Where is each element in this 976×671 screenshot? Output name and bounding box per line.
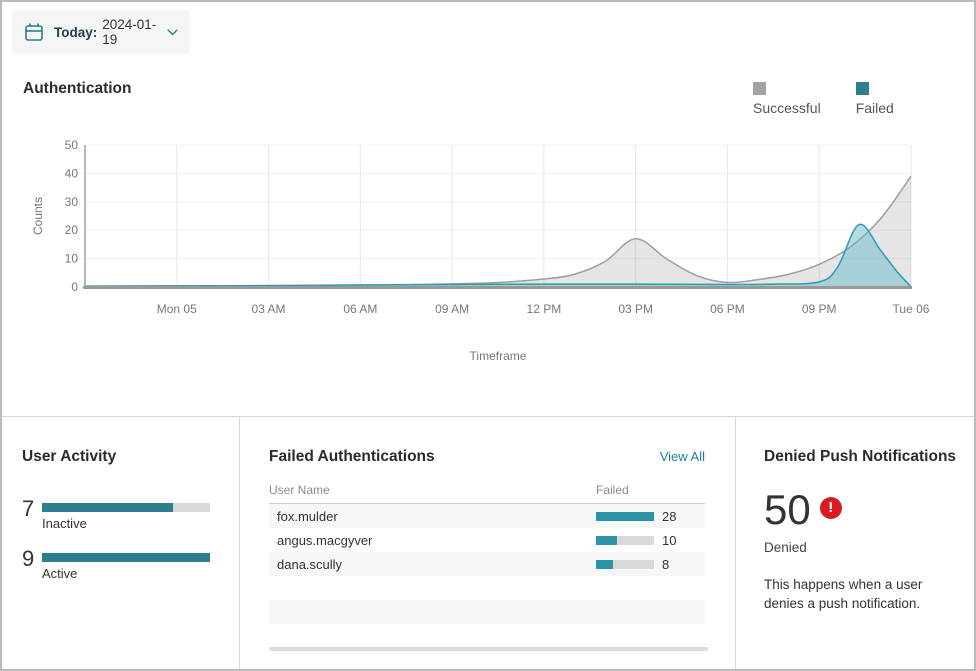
svg-text:0: 0 (71, 280, 78, 294)
section-divider (2, 416, 974, 417)
alert-exclamation-icon: ! (819, 497, 842, 519)
svg-text:06 PM: 06 PM (710, 302, 745, 316)
panel-divider-1 (239, 417, 240, 669)
svg-text:06 AM: 06 AM (343, 302, 377, 316)
user-activity-inactive-row: 7 Inactive (22, 496, 214, 531)
failed-bar-fill (596, 511, 654, 521)
chart-canvas[interactable]: 0 10 20 30 40 50 Mon 05 03 AM 06 AM 09 AM 12 PM 03 … (2, 132, 976, 372)
legend-label-successful: Successful (753, 100, 821, 116)
date-picker-label: Today: (54, 24, 98, 40)
failed-count-cell: 8 (662, 556, 670, 572)
legend-item-successful: Successful (753, 82, 821, 116)
table-row-empty (269, 600, 705, 624)
column-header-failed: Failed (596, 483, 629, 497)
inactive-count: 7 (22, 496, 35, 521)
chevron-down-icon (167, 28, 178, 35)
active-bar-fill (42, 553, 210, 562)
failed-count-cell: 28 (662, 508, 677, 524)
svg-text:Tue 06: Tue 06 (893, 302, 930, 316)
table-header-row: User Name Failed (269, 483, 705, 504)
svg-text:Timeframe: Timeframe (470, 349, 527, 363)
failed-bar-track (596, 559, 654, 569)
chart-legend: Successful Failed (753, 82, 894, 116)
legend-swatch-failed (855, 82, 869, 95)
inactive-bar-fill (42, 503, 173, 512)
svg-text:Mon 05: Mon 05 (157, 302, 197, 316)
panel-divider-2 (735, 417, 736, 669)
failed-authentications-table: User Name Failed fox.mulder 28 angus.mac… (269, 483, 705, 624)
svg-text:50: 50 (65, 138, 79, 152)
active-count: 9 (22, 546, 35, 571)
user-activity-active-row: 9 Active (22, 546, 214, 581)
user-name-cell: fox.mulder (277, 508, 338, 524)
denied-count: 50 (764, 486, 811, 533)
authentication-chart[interactable]: 0 10 20 30 40 50 Mon 05 03 AM 06 AM 09 AM 12 PM 03 … (2, 132, 976, 372)
svg-text:09 PM: 09 PM (802, 302, 837, 316)
horizontal-scrollbar[interactable] (269, 647, 708, 651)
active-label: Active (42, 566, 78, 581)
failed-authentications-panel: Failed Authentications View All User Nam… (269, 448, 708, 651)
date-picker-button[interactable]: Today: 2024-01-19 (12, 10, 190, 54)
failed-count-cell: 10 (662, 532, 677, 548)
inactive-bar-track (42, 503, 210, 512)
svg-text:20: 20 (65, 223, 79, 237)
failed-bar-fill (596, 535, 617, 545)
denied-push-panel: Denied Push Notifications 50 ! Denied Th… (764, 448, 974, 613)
date-picker-value: 2024-01-19 (102, 17, 157, 47)
active-bar-track (42, 553, 210, 562)
svg-text:Counts: Counts (31, 197, 45, 235)
user-name-cell: angus.macgyver (277, 532, 373, 548)
user-activity-panel: User Activity 7 Inactive 9 Active (22, 448, 214, 581)
legend-label-failed: Failed (855, 100, 894, 116)
failed-bar-fill (596, 559, 613, 569)
svg-text:03 AM: 03 AM (252, 302, 286, 316)
svg-text:40: 40 (65, 166, 79, 180)
failed-bar-track (596, 511, 654, 521)
table-row[interactable]: fox.mulder 28 (269, 504, 705, 528)
view-all-link[interactable]: View All (659, 449, 705, 464)
table-row-empty (269, 576, 705, 600)
denied-push-title: Denied Push Notifications (764, 448, 957, 465)
failed-authentications-title: Failed Authentications (269, 448, 435, 465)
column-header-user-name: User Name (269, 483, 330, 497)
calendar-icon (25, 23, 43, 41)
user-name-cell: dana.scully (277, 556, 343, 572)
user-activity-title: User Activity (22, 448, 117, 465)
denied-description: This happens when a user denies a push n… (764, 577, 923, 611)
table-row[interactable]: angus.macgyver 10 (269, 528, 705, 552)
denied-label: Denied (764, 540, 807, 555)
table-row[interactable]: dana.scully 8 (269, 552, 705, 576)
svg-text:12 PM: 12 PM (527, 302, 562, 316)
inactive-label: Inactive (42, 516, 87, 531)
legend-swatch-successful (753, 82, 766, 95)
authentication-section-title: Authentication (23, 80, 132, 97)
svg-text:30: 30 (65, 195, 79, 209)
svg-text:10: 10 (65, 252, 79, 266)
legend-item-failed: Failed (855, 82, 894, 116)
svg-text:09 AM: 09 AM (435, 302, 469, 316)
failed-bar-track (596, 535, 654, 545)
svg-text:03 PM: 03 PM (618, 302, 653, 316)
